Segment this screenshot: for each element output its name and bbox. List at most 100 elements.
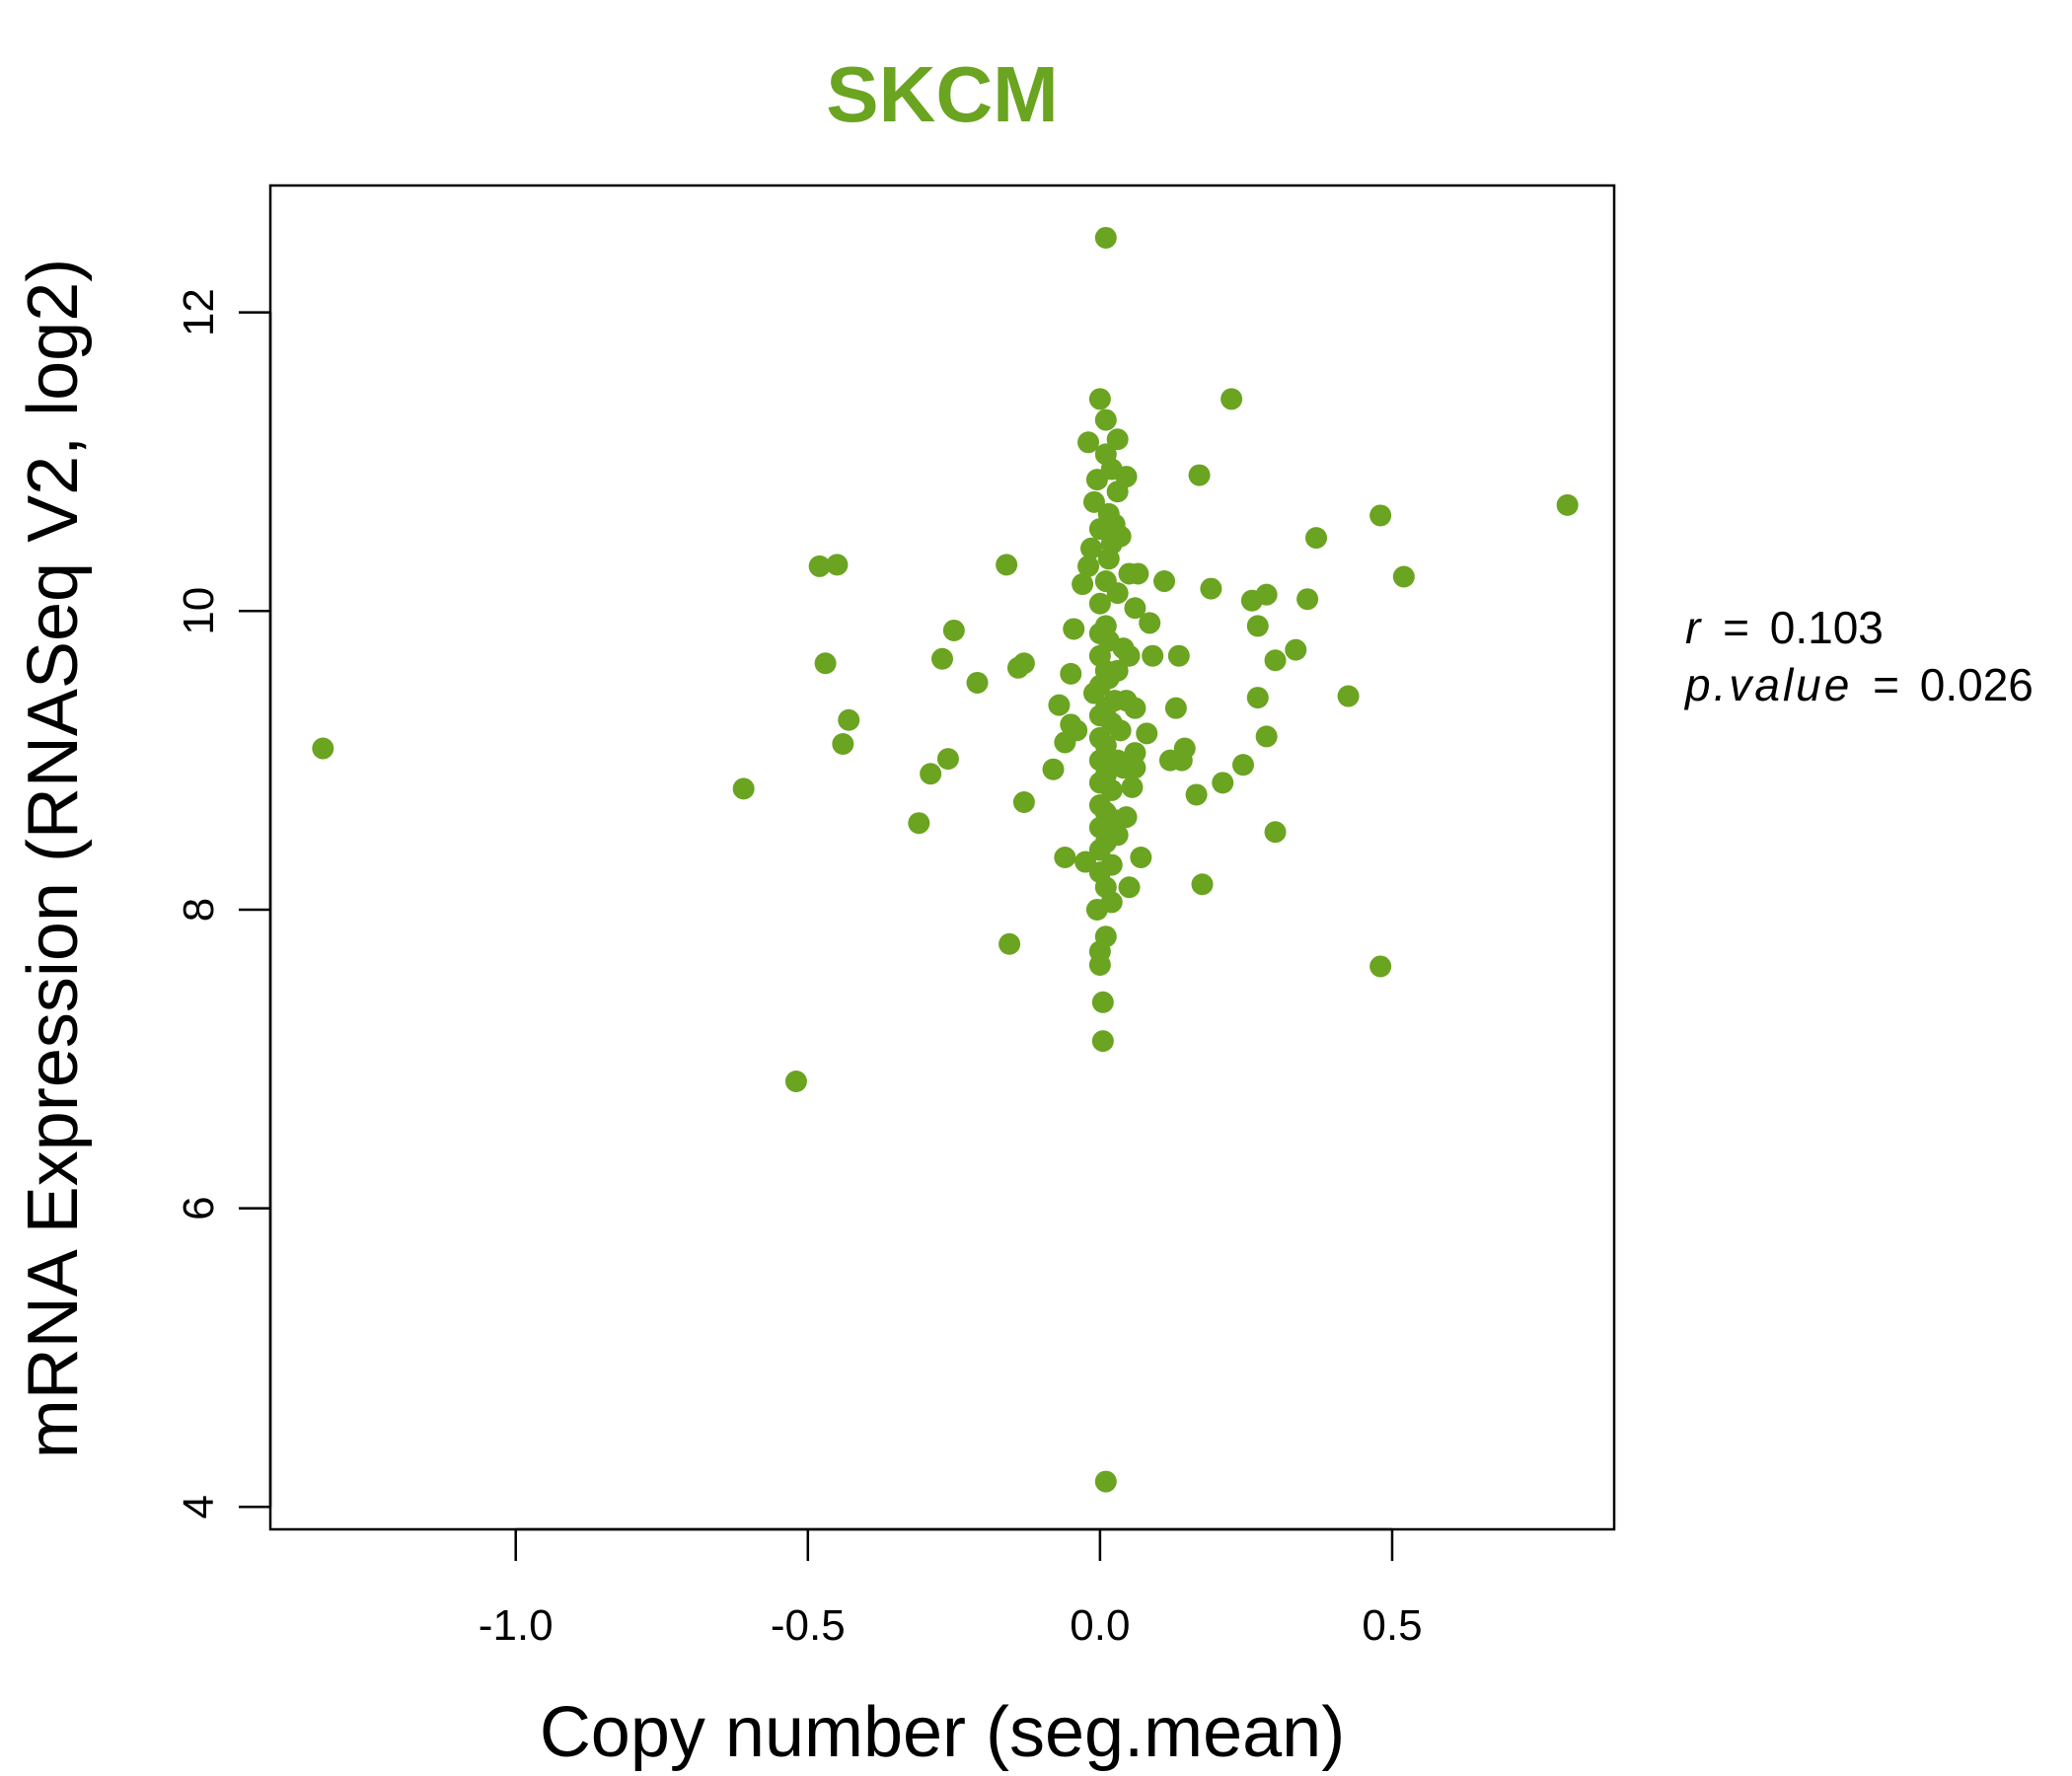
- data-point: [814, 652, 837, 675]
- p-equals: =: [1873, 659, 1899, 710]
- data-point: [1221, 388, 1243, 410]
- data-point: [1088, 592, 1111, 615]
- data-point: [838, 708, 860, 731]
- data-point: [1115, 806, 1138, 829]
- data-point: [1136, 722, 1158, 745]
- data-point: [784, 1071, 807, 1092]
- p-label: p.value: [1683, 659, 1852, 710]
- y-tick-label: 6: [175, 1196, 223, 1220]
- x-tick-label: -0.5: [771, 1601, 846, 1650]
- data-point: [1106, 659, 1129, 682]
- data-point: [1118, 876, 1141, 899]
- data-point: [1082, 490, 1105, 513]
- data-point: [808, 555, 831, 577]
- data-point: [1246, 615, 1269, 637]
- data-point: [1264, 649, 1287, 672]
- data-point: [1212, 772, 1234, 794]
- data-points: [312, 226, 1579, 1493]
- data-point: [1054, 847, 1076, 868]
- data-point: [312, 737, 334, 760]
- data-point: [1106, 824, 1129, 847]
- data-point: [1118, 644, 1141, 667]
- data-point: [1048, 694, 1071, 716]
- data-point: [1369, 955, 1392, 978]
- data-point: [1100, 778, 1123, 801]
- data-point: [1200, 577, 1222, 600]
- data-point: [1296, 588, 1319, 611]
- data-point: [1167, 644, 1190, 667]
- data-point: [1100, 891, 1123, 914]
- data-point: [1285, 638, 1307, 661]
- y-axis: 4 6 8 10 12: [175, 288, 272, 1519]
- data-point: [826, 554, 849, 576]
- data-point: [1106, 428, 1129, 451]
- x-axis: -1.0 -0.5 0.0 0.5: [479, 1527, 1423, 1650]
- data-point: [908, 812, 930, 835]
- data-point: [1072, 573, 1094, 596]
- data-point: [1304, 527, 1327, 550]
- data-point: [1077, 555, 1100, 577]
- data-point: [1188, 464, 1211, 486]
- data-point: [1337, 685, 1360, 707]
- data-point: [1124, 742, 1147, 765]
- data-point: [936, 748, 959, 771]
- data-point: [1115, 466, 1138, 488]
- y-tick-label: 4: [175, 1495, 223, 1518]
- data-point: [1091, 1030, 1114, 1053]
- data-point: [1556, 493, 1579, 516]
- data-point: [1077, 431, 1100, 454]
- data-point: [999, 932, 1021, 955]
- data-point: [1094, 226, 1117, 249]
- data-point: [1255, 725, 1278, 748]
- r-equals: =: [1723, 602, 1749, 653]
- data-point: [1130, 847, 1152, 868]
- data-point: [1264, 821, 1287, 844]
- data-point: [1392, 565, 1415, 588]
- y-axis-label: mRNA Expression (RNASeq V2, log2): [14, 259, 93, 1458]
- data-point: [1109, 525, 1132, 548]
- x-axis-label: Copy number (seg.mean): [540, 1693, 1345, 1772]
- x-tick-label: -1.0: [479, 1601, 554, 1650]
- data-point: [1063, 618, 1085, 640]
- data-point: [832, 732, 854, 755]
- data-point: [1139, 612, 1161, 634]
- data-point: [1094, 925, 1117, 948]
- data-point: [1185, 783, 1208, 806]
- svg-text:p.value = 0.026: p.value = 0.026: [1683, 659, 2034, 710]
- data-point: [1094, 1470, 1117, 1493]
- data-point: [1080, 537, 1103, 559]
- y-tick-label: 10: [175, 587, 223, 635]
- data-point: [1142, 644, 1164, 667]
- r-value: 0.103: [1770, 602, 1884, 653]
- data-point: [1255, 583, 1278, 606]
- p-value: 0.026: [1920, 659, 2034, 710]
- x-tick-label: 0.0: [1070, 1601, 1130, 1650]
- data-point: [1246, 687, 1269, 709]
- data-point: [942, 619, 965, 641]
- data-point: [1109, 719, 1132, 742]
- data-point: [1088, 388, 1111, 410]
- data-point: [1060, 662, 1082, 685]
- data-point: [931, 647, 953, 670]
- correlation-stats: r = 0.103 p.value = 0.026: [1683, 602, 2034, 710]
- data-point: [1127, 562, 1149, 585]
- data-point: [996, 554, 1018, 576]
- svg-text:r = 0.103: r = 0.103: [1685, 602, 1884, 653]
- r-label: r: [1685, 602, 1702, 653]
- chart-title: SKCM: [826, 50, 1059, 138]
- data-point: [1088, 953, 1111, 976]
- data-point: [1012, 791, 1035, 814]
- data-point: [1094, 408, 1117, 431]
- data-point: [1124, 697, 1147, 719]
- y-tick-label: 8: [175, 898, 223, 922]
- data-point: [1106, 582, 1129, 605]
- data-point: [1231, 754, 1254, 777]
- data-point: [966, 671, 989, 694]
- data-point: [732, 777, 755, 800]
- data-point: [1042, 758, 1065, 780]
- data-point: [1094, 734, 1117, 757]
- data-point: [1369, 504, 1392, 527]
- data-point: [1100, 853, 1123, 876]
- y-tick-label: 12: [175, 288, 223, 336]
